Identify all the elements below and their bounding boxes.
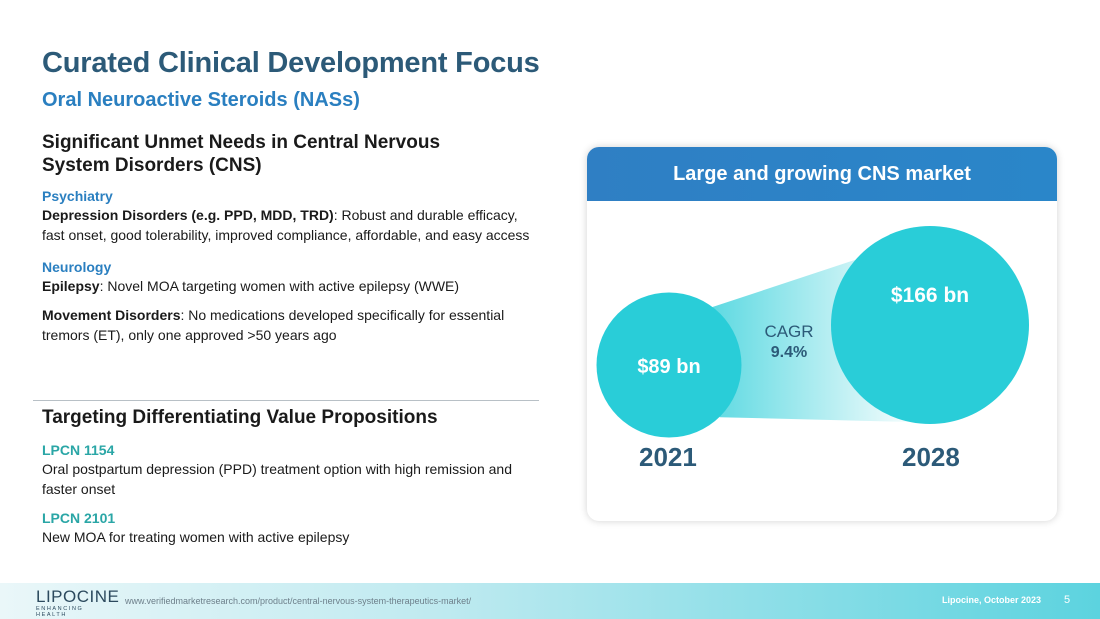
unmet-needs-heading-line1: Significant Unmet Needs in Central Nervo… xyxy=(42,132,441,153)
unmet-needs-heading-line2: System Disorders (CNS) xyxy=(42,155,262,176)
lpcn-2101-label: LPCN 2101 xyxy=(42,510,116,526)
psychiatry-bold: Depression Disorders (e.g. PPD, MDD, TRD… xyxy=(42,207,334,223)
value-label-2028: $166 bn xyxy=(890,283,970,307)
market-chart xyxy=(596,226,1029,438)
footer: LIPOCINE ENHANCING HEALTH www.verifiedma… xyxy=(0,583,1100,619)
movement-bold: Movement Disorders xyxy=(42,307,181,323)
value-props-section: Targeting Differentiating Value Proposit… xyxy=(42,406,532,547)
epilepsy-text: Epilepsy: Novel MOA targeting women with… xyxy=(42,276,532,296)
psychiatry-label: Psychiatry xyxy=(42,188,113,204)
value-props-heading: Targeting Differentiating Value Proposit… xyxy=(42,407,438,428)
lpcn-1154-text: Oral postpartum depression (PPD) treatme… xyxy=(42,461,512,497)
bubble-2021 xyxy=(596,292,742,438)
footer-date: Lipocine, October 2023 xyxy=(942,595,1042,605)
source-citation: www.verifiedmarketresearch.com/product/c… xyxy=(125,596,472,606)
lpcn-1154-label: LPCN 1154 xyxy=(42,442,115,458)
market-card-title: Large and growing CNS market xyxy=(587,147,1057,201)
psychiatry-text: Depression Disorders (e.g. PPD, MDD, TRD… xyxy=(42,205,532,245)
lpcn-2101-text: New MOA for treating women with active e… xyxy=(42,529,350,545)
bubble-2028 xyxy=(831,226,1029,424)
year-2021: 2021 xyxy=(639,442,697,472)
market-card: Large and growing CNS market $89 bn $166… xyxy=(587,147,1057,521)
year-2028: 2028 xyxy=(902,442,960,472)
neurology-label: Neurology xyxy=(42,259,112,275)
movement-desc: : No medications developed specifically … xyxy=(42,307,505,343)
unmet-needs-section: Significant Unmet Needs in Central Nervo… xyxy=(42,131,532,345)
cagr-value: 9.4% xyxy=(770,344,808,361)
page-title: Curated Clinical Development Focus xyxy=(42,47,540,79)
page-number: 5 xyxy=(1064,594,1071,606)
logo-tagline: ENHANCING HEALTH xyxy=(36,606,84,618)
page-subtitle: Oral Neuroactive Steroids (NASs) xyxy=(42,89,360,111)
lipocine-logo: LIPOCINE ENHANCING HEALTH xyxy=(36,587,120,618)
cagr-annotation: CAGR 9.4% xyxy=(747,321,831,363)
logo-name: LIPOCINE xyxy=(36,587,120,606)
value-label-2021: $89 bn xyxy=(637,356,701,378)
epilepsy-bold: Epilepsy xyxy=(42,278,100,294)
section-divider xyxy=(33,400,539,401)
cagr-label: CAGR xyxy=(764,322,814,341)
movement-text: Movement Disorders: No medications devel… xyxy=(42,305,532,345)
unmet-needs-heading: Significant Unmet Needs in Central Nervo… xyxy=(42,131,532,177)
psychiatry-desc: : Robust and durable efficacy, fast onse… xyxy=(42,207,530,243)
epilepsy-desc: : Novel MOA targeting women with active … xyxy=(99,278,460,294)
